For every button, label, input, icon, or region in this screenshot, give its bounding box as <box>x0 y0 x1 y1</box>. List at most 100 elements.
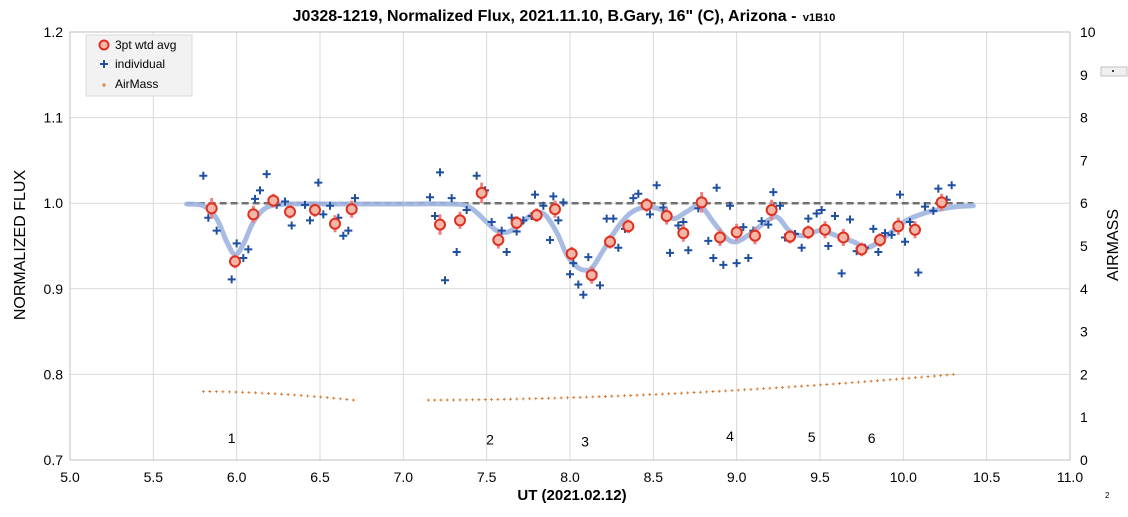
airmass-point-103 <box>926 375 930 379</box>
individual-point-48 <box>584 253 593 262</box>
airmass-point-50 <box>591 395 595 399</box>
corner-mark: 2 <box>1105 491 1110 500</box>
avg-point-12 <box>510 216 523 229</box>
individual-point-4 <box>232 239 241 248</box>
avg-point-17 <box>604 235 616 248</box>
individual-point-0 <box>199 171 208 180</box>
airmass-point-86 <box>819 383 823 387</box>
airmass-point-35 <box>496 397 500 401</box>
airmass-point-85 <box>812 383 816 387</box>
individual-point-26 <box>447 194 456 203</box>
airmass-point-12 <box>280 392 284 396</box>
individual-point-100 <box>934 184 943 193</box>
airmass-point-19 <box>325 396 329 400</box>
individual-point-29 <box>472 171 481 180</box>
individual-point-27 <box>452 247 461 256</box>
individual-point-85 <box>831 212 839 221</box>
airmass-point-55 <box>622 394 626 398</box>
airmass-point-78 <box>768 386 772 390</box>
individual-point-98 <box>921 202 929 211</box>
avg-point-20 <box>660 210 673 223</box>
y2-tick-label-0: 0 <box>1080 452 1088 468</box>
airmass-point-46 <box>565 396 569 400</box>
individual-point-46 <box>574 280 583 289</box>
airmass-point-56 <box>629 393 633 397</box>
legend-item-airmass: AirMass <box>102 77 158 91</box>
avg-point-18 <box>622 220 635 233</box>
individual-point-86 <box>837 269 846 278</box>
individual-point-38 <box>531 190 539 199</box>
airmass-point-28 <box>452 398 456 402</box>
avg-point-28 <box>802 226 815 239</box>
plot-frame <box>69 31 1071 461</box>
airmass-point-37 <box>509 397 513 401</box>
individual-point-99 <box>929 206 938 215</box>
airmass-point-48 <box>578 395 582 399</box>
airmass-point-107 <box>951 372 955 376</box>
individual-point-67 <box>712 183 721 192</box>
y2-axis-label: AIRMASS <box>1105 209 1122 281</box>
airmass-point-68 <box>705 390 709 394</box>
individual-point-25 <box>441 276 449 285</box>
y-tick-label-4: 1.1 <box>44 110 64 126</box>
airmass-point-0 <box>201 390 205 394</box>
avg-point-27 <box>784 230 796 243</box>
avg-point-34 <box>909 223 921 236</box>
y2-tick-label-2: 2 <box>1080 366 1088 382</box>
airmass-point-6 <box>240 390 244 394</box>
individual-point-97 <box>914 268 923 277</box>
individual-point-19 <box>339 231 348 240</box>
airmass-point-30 <box>464 398 468 402</box>
individual-point-7 <box>251 194 259 203</box>
individual-point-95 <box>901 237 909 246</box>
annotations: 1 2 3 4 5 6 <box>228 428 876 449</box>
airmass-point-95 <box>875 379 879 383</box>
avg-point-6 <box>329 217 341 230</box>
airmass-point-70 <box>717 389 721 393</box>
airmass-point-44 <box>553 396 557 400</box>
y2-tick-label-4: 4 <box>1080 281 1088 297</box>
airmass-point-67 <box>698 390 702 394</box>
legend-individual-label: individual <box>115 57 165 71</box>
individual-point-69 <box>726 201 734 210</box>
individual-point-33 <box>502 247 511 256</box>
airmass-point-88 <box>831 382 835 386</box>
small-widget[interactable] <box>1100 66 1128 77</box>
y-tick-label-5: 1.2 <box>44 24 64 40</box>
individual-point-43 <box>559 198 568 207</box>
y-tick-label-2: 0.9 <box>44 281 64 297</box>
avg-point-0 <box>205 202 218 215</box>
legend-item-avg: 3pt wtd avg <box>98 38 176 52</box>
chart-title-version: v1B10 <box>803 12 835 24</box>
avg-point-7 <box>345 203 358 216</box>
airmass-point-15 <box>299 393 303 397</box>
series-airmass <box>201 372 955 402</box>
avg-point-1 <box>229 255 241 268</box>
airmass-point-20 <box>332 396 336 400</box>
airmass-point-77 <box>762 387 766 391</box>
airmass-point-87 <box>825 382 829 386</box>
airmass-point-49 <box>584 395 588 399</box>
y2-tick-label-10: 10 <box>1080 24 1096 40</box>
airmass-point-97 <box>888 378 892 382</box>
avg-point-2 <box>247 208 260 221</box>
avg-point-14 <box>549 203 561 216</box>
airmass-point-23 <box>351 398 355 402</box>
airmass-point-14 <box>293 393 297 397</box>
series-3pt-wtd-avg <box>205 182 948 284</box>
airmass-point-96 <box>882 378 886 382</box>
individual-point-28 <box>462 206 471 215</box>
avg-point-22 <box>695 196 708 209</box>
airmass-point-45 <box>559 396 563 400</box>
airmass-point-9 <box>260 391 264 395</box>
airmass-point-42 <box>540 396 544 400</box>
airmass-point-13 <box>286 393 290 397</box>
airmass-point-91 <box>850 381 854 385</box>
individual-point-74 <box>757 217 766 226</box>
avg-point-24 <box>730 226 743 239</box>
avg-point-15 <box>565 247 578 260</box>
individual-point-8 <box>256 186 264 195</box>
individual-point-12 <box>287 221 296 230</box>
individual-point-61 <box>674 221 683 230</box>
airmass-point-21 <box>338 397 342 401</box>
